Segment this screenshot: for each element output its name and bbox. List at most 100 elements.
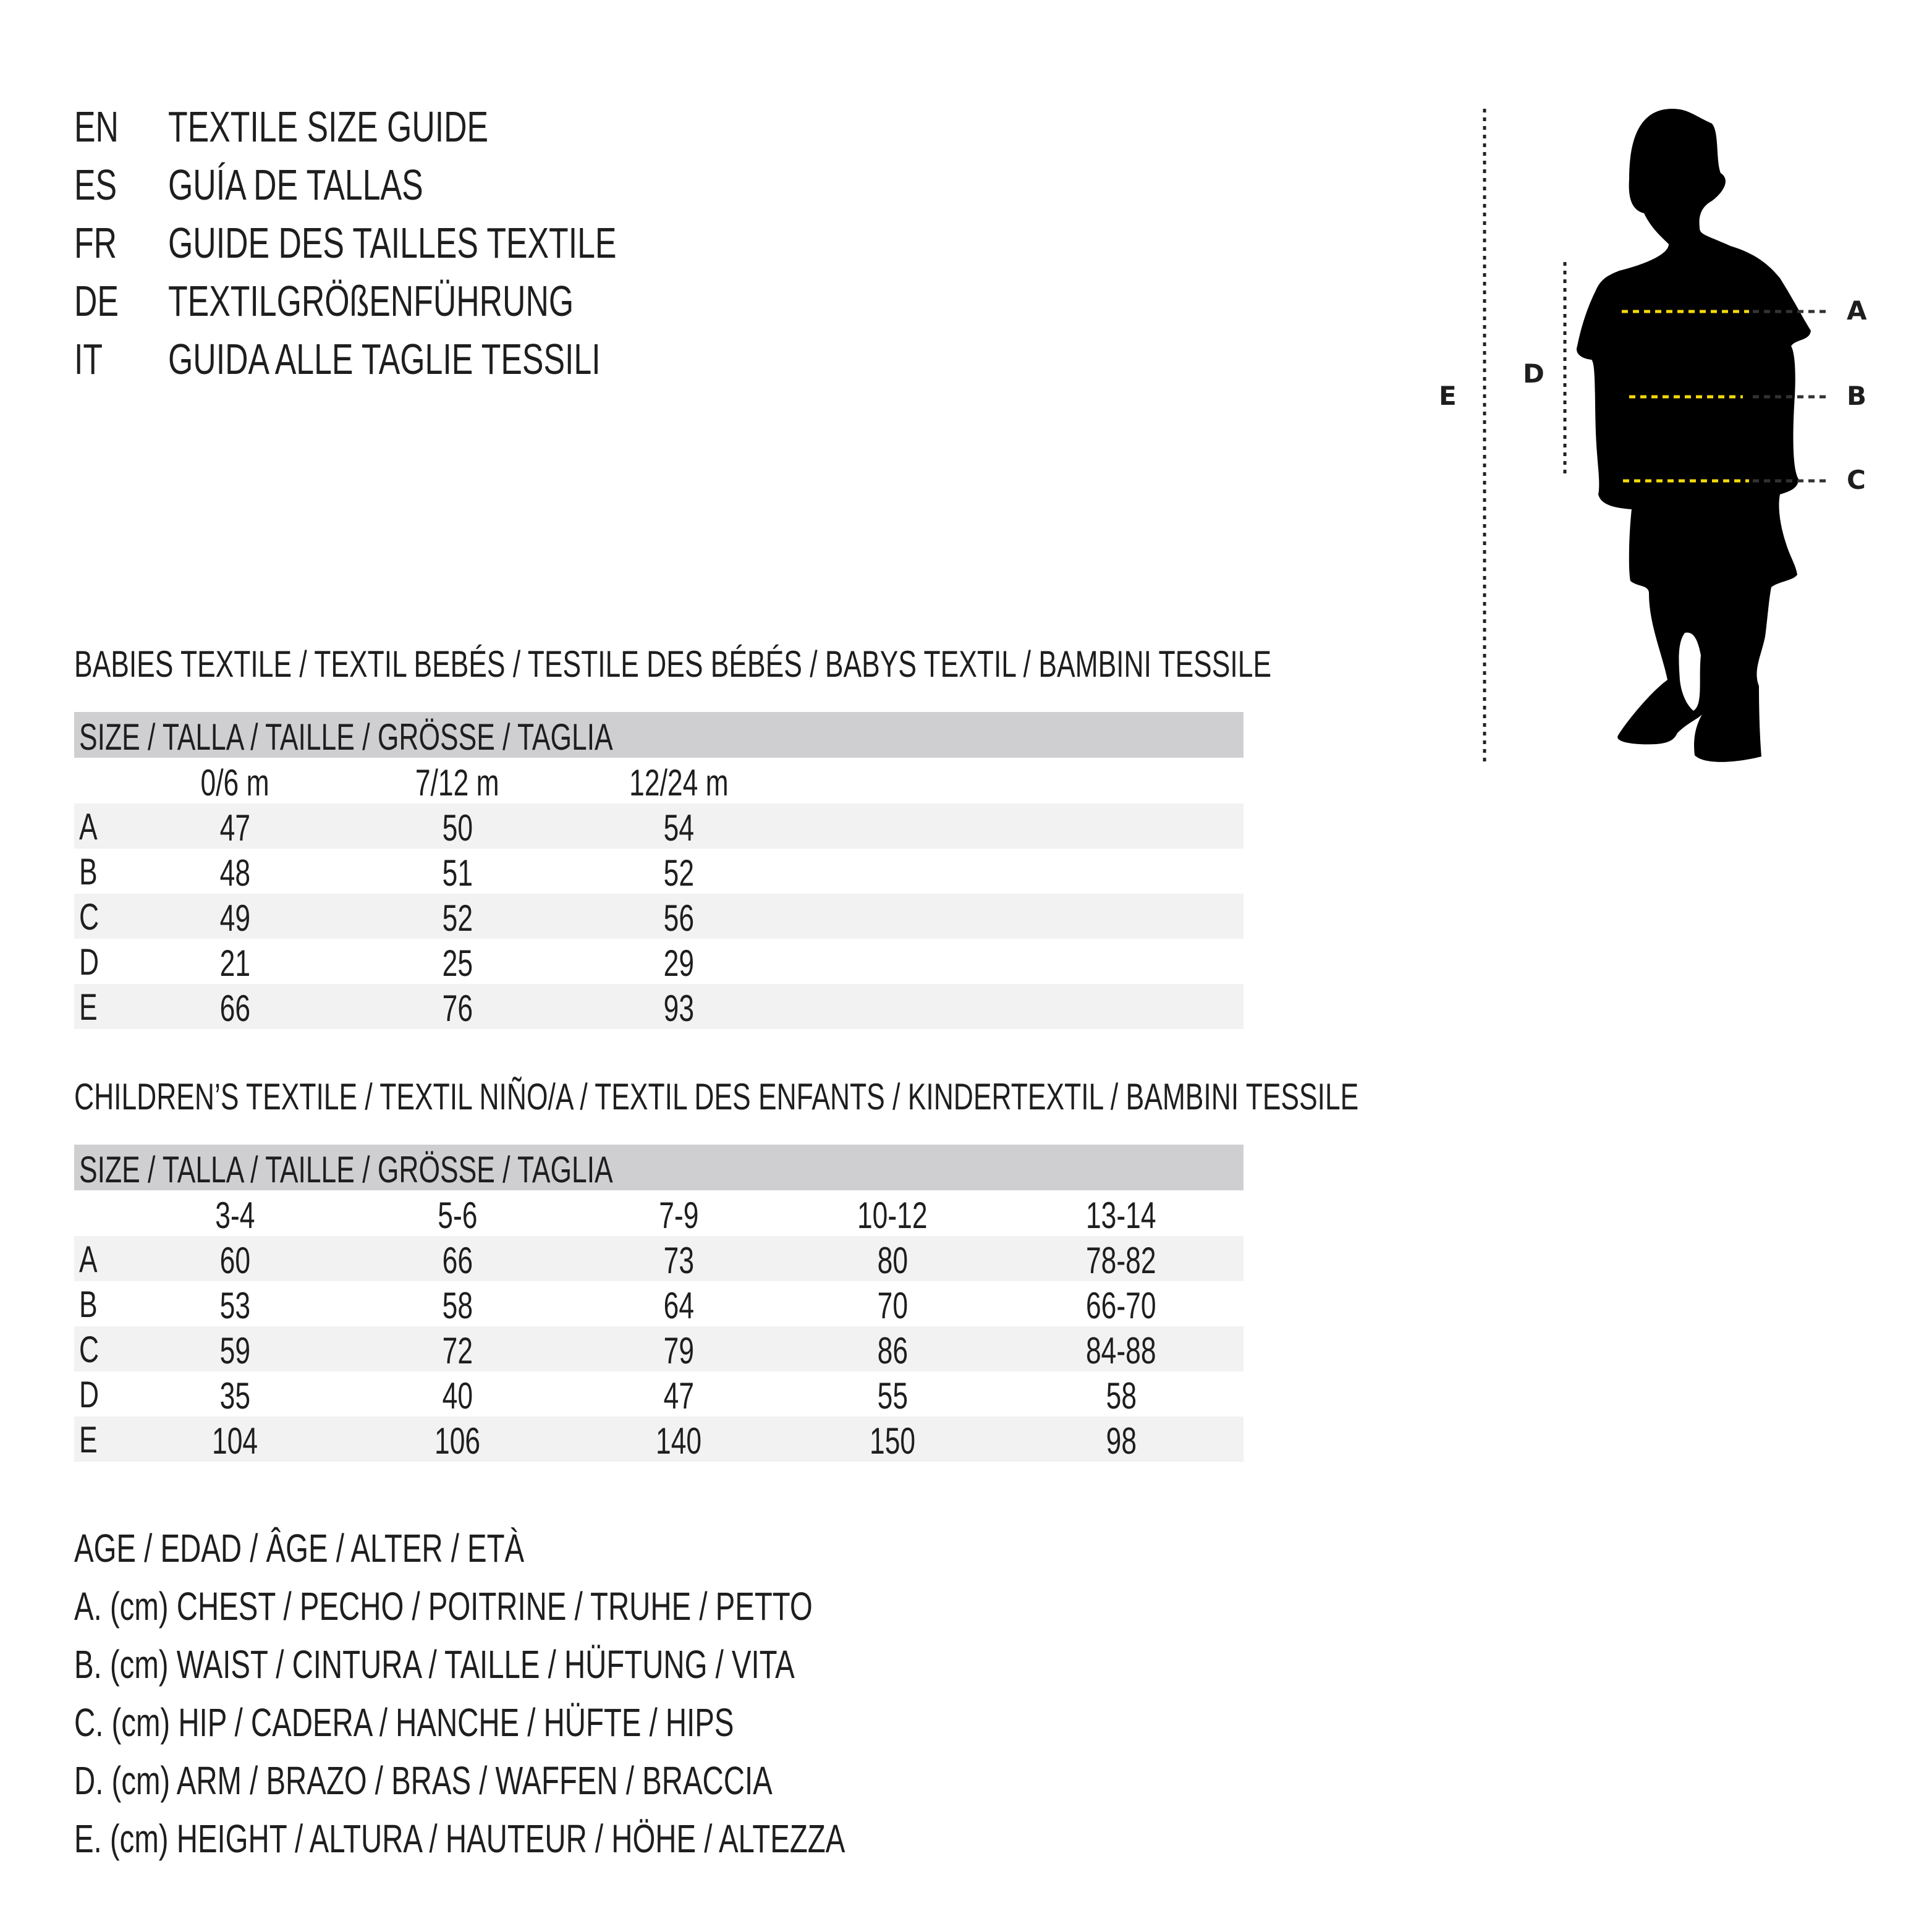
row-label: D xyxy=(79,939,106,986)
table-cell-text: 47 xyxy=(663,1375,694,1417)
table-cell: 50 xyxy=(365,803,550,849)
table-row: C 59 72 79 86 84-88 xyxy=(74,1326,1244,1371)
table-cell-text: 76 xyxy=(442,988,473,1029)
table-row: E 66 76 93 xyxy=(74,984,1244,1029)
row-label-text: E xyxy=(79,986,98,1028)
row-label-text: D xyxy=(79,1374,100,1415)
table-row: D 35 40 47 55 58 xyxy=(74,1371,1244,1417)
table-cell: 35 xyxy=(142,1371,328,1417)
row-label-text: A xyxy=(79,1239,98,1280)
table-cell: 29 xyxy=(586,939,771,984)
column-header: 3-4 xyxy=(142,1191,328,1236)
children-size-header: SIZE / TALLA / TAILLE / GRÖSSE / TAGLIA xyxy=(74,1145,1244,1190)
table-cell: 58 xyxy=(365,1281,550,1326)
column-header-text: 12/24 m xyxy=(629,762,729,803)
table-cell-text: 51 xyxy=(442,852,473,894)
table-cell: 64 xyxy=(586,1281,771,1326)
row-label: C xyxy=(79,894,106,941)
column-header: 5-6 xyxy=(365,1191,550,1236)
title-it: GUIDA ALLE TAGLIE TESSILI xyxy=(168,335,601,383)
table-row: B 53 58 64 70 66-70 xyxy=(74,1281,1244,1326)
table-cell-text: 54 xyxy=(663,807,694,849)
table-cell-text: 78-82 xyxy=(1086,1240,1156,1281)
table-row: B 48 51 52 xyxy=(74,849,1244,894)
title-en: TEXTILE SIZE GUIDE xyxy=(168,103,489,151)
table-cell: 70 xyxy=(800,1281,985,1326)
legend-waist: B. (cm) WAIST / CINTURA / TAILLE / HÜFTU… xyxy=(74,1642,795,1687)
table-cell-text: 150 xyxy=(869,1420,916,1462)
table-cell: 66 xyxy=(142,984,328,1029)
row-label: D xyxy=(79,1371,106,1418)
babies-size-header-label: SIZE / TALLA / TAILLE / GRÖSSE / TAGLIA xyxy=(79,716,613,758)
column-header: 12/24 m xyxy=(586,758,771,803)
table-cell: 47 xyxy=(586,1371,771,1417)
table-cell: 98 xyxy=(1028,1417,1214,1462)
table-cell-text: 72 xyxy=(442,1330,473,1371)
lang-code-en: EN xyxy=(74,103,119,151)
table-cell-text: 35 xyxy=(219,1375,250,1417)
table-row: D 21 25 29 xyxy=(74,939,1244,984)
table-cell: 54 xyxy=(586,803,771,849)
title-es: GUÍA DE TALLAS xyxy=(168,161,423,209)
table-cell-text: 66-70 xyxy=(1086,1285,1156,1326)
row-label-text: E xyxy=(79,1419,98,1460)
table-cell: 47 xyxy=(142,803,328,849)
table-cell-text: 48 xyxy=(219,852,250,894)
table-cell: 59 xyxy=(142,1326,328,1371)
label-d: D xyxy=(1523,358,1544,389)
table-cell: 86 xyxy=(800,1326,985,1371)
table-cell-text: 80 xyxy=(877,1240,908,1281)
table-cell: 106 xyxy=(365,1417,550,1462)
row-label: E xyxy=(79,1417,104,1464)
column-header: 0/6 m xyxy=(142,758,328,803)
table-cell-text: 40 xyxy=(442,1375,473,1417)
row-label: A xyxy=(79,1236,104,1283)
label-e: E xyxy=(1439,381,1457,411)
table-cell-text: 59 xyxy=(219,1330,250,1371)
child-silhouette-icon xyxy=(1576,109,1811,762)
table-cell: 93 xyxy=(586,984,771,1029)
table-cell: 66 xyxy=(365,1236,550,1281)
table-cell: 55 xyxy=(800,1371,985,1417)
table-cell-text: 79 xyxy=(663,1330,694,1371)
table-cell-text: 50 xyxy=(442,807,473,849)
table-cell-text: 29 xyxy=(663,943,694,984)
table-cell: 72 xyxy=(365,1326,550,1371)
row-label-text: B xyxy=(79,1284,98,1325)
row-label-text: C xyxy=(79,1329,100,1370)
label-a: A xyxy=(1847,295,1867,326)
column-header-text: 3-4 xyxy=(214,1195,255,1236)
table-cell-text: 52 xyxy=(442,897,473,939)
table-cell: 53 xyxy=(142,1281,328,1326)
column-header-text: 7-9 xyxy=(658,1195,699,1236)
column-header-text: 0/6 m xyxy=(200,762,269,803)
table-cell-text: 60 xyxy=(219,1240,250,1281)
column-header: 13-14 xyxy=(1028,1191,1214,1236)
table-cell-text: 58 xyxy=(1106,1375,1137,1417)
column-header: 7/12 m xyxy=(365,758,550,803)
row-label-text: D xyxy=(79,941,100,983)
table-cell-text: 73 xyxy=(663,1240,694,1281)
table-cell-text: 66 xyxy=(219,988,250,1029)
table-cell-text: 104 xyxy=(211,1420,258,1462)
children-heading: CHILDREN’S TEXTILE / TEXTIL NIÑO/A / TEX… xyxy=(74,1076,1359,1117)
lang-code-es: ES xyxy=(74,161,117,209)
table-row: C 49 52 56 xyxy=(74,894,1244,939)
table-cell: 21 xyxy=(142,939,328,984)
table-cell-text: 106 xyxy=(434,1420,481,1462)
table-cell: 49 xyxy=(142,894,328,939)
legend-chest: A. (cm) CHEST / PECHO / POITRINE / TRUHE… xyxy=(74,1584,813,1629)
column-header-text: 7/12 m xyxy=(415,762,499,803)
row-label: C xyxy=(79,1326,106,1373)
table-cell-text: 52 xyxy=(663,852,694,894)
legend-height: E. (cm) HEIGHT / ALTURA / HAUTEUR / HÖHE… xyxy=(74,1816,845,1861)
column-header: 7-9 xyxy=(586,1191,771,1236)
table-cell-text: 86 xyxy=(877,1330,908,1371)
table-cell: 140 xyxy=(586,1417,771,1462)
label-b: B xyxy=(1847,381,1867,411)
children-size-header-label: SIZE / TALLA / TAILLE / GRÖSSE / TAGLIA xyxy=(79,1149,613,1190)
table-cell: 150 xyxy=(800,1417,985,1462)
table-cell: 76 xyxy=(365,984,550,1029)
column-header-text: 5-6 xyxy=(437,1195,478,1236)
table-cell: 52 xyxy=(365,894,550,939)
